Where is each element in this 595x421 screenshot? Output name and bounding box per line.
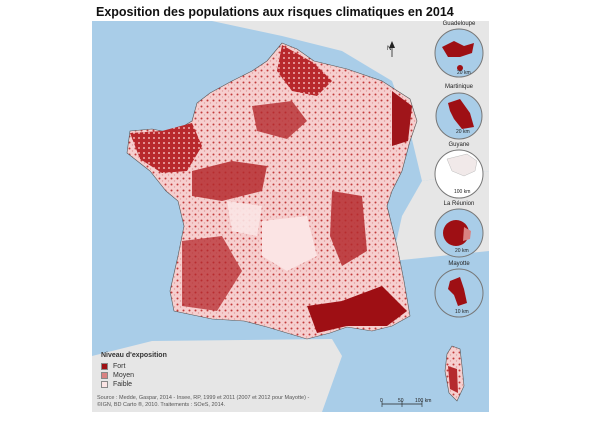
inset-guadeloupe — [434, 28, 484, 78]
legend-item-moyen: Moyen — [101, 371, 167, 380]
north-arrow-icon — [389, 41, 395, 57]
inset-label-mayotte: Mayotte — [448, 261, 470, 267]
inset-guyane — [434, 149, 484, 199]
source-note: Source : Medde, Gaspar, 2014 - Insee, RP… — [97, 395, 347, 409]
inset-label-guadeloupe: Guadeloupe — [442, 21, 476, 27]
legend-swatch-moyen — [101, 372, 108, 379]
inset-scale-martinique: 20 km — [456, 129, 470, 135]
legend-swatch-faible — [101, 381, 108, 388]
inset-label-martinique: Martinique — [444, 84, 473, 90]
legend-item-faible: Faible — [101, 380, 167, 389]
legend: Niveau d'exposition Fort Moyen Faible — [101, 352, 167, 389]
scale-tick-100: 100 km — [415, 398, 432, 404]
inset-reunion — [434, 208, 484, 258]
neighbour-land-spain — [92, 339, 342, 412]
legend-label-fort: Fort — [113, 363, 126, 370]
exposure-brittany — [130, 123, 202, 173]
legend-swatch-fort — [101, 363, 108, 370]
map-canvas — [92, 21, 489, 412]
legend-item-fort: Fort — [101, 362, 167, 371]
inset-martinique — [435, 92, 483, 140]
inset-scale-mayotte: 10 km — [455, 309, 469, 315]
map-frame — [92, 21, 489, 412]
exposure-loire — [192, 161, 267, 201]
exposure-paris — [252, 101, 307, 139]
inset-label-guyane: Guyane — [448, 142, 470, 148]
exposure-south — [307, 286, 407, 333]
legend-title: Niveau d'exposition — [101, 352, 167, 359]
inset-label-reunion: La Réunion — [443, 201, 475, 207]
scale-tick-0: 0 — [380, 398, 383, 404]
legend-label-moyen: Moyen — [113, 372, 135, 379]
scale-bar — [381, 401, 423, 407]
exposure-massif — [227, 201, 262, 236]
exposure-southwest — [182, 236, 242, 311]
corsica-fort — [448, 366, 458, 393]
inset-scale-guadeloupe: 20 km — [457, 70, 471, 76]
exposure-rhone — [330, 191, 367, 266]
legend-label-faible: Faible — [113, 381, 133, 388]
inset-scale-guyane: 100 km — [454, 189, 471, 195]
source-line-2: ©IGN, BD Carto ®, 2010. Traitements : SO… — [97, 402, 226, 408]
exposure-north — [277, 45, 332, 96]
exposure-alsace — [392, 91, 412, 146]
source-line-1: Source : Medde, Gaspar, 2014 - Insee, RP… — [97, 395, 310, 401]
map-title: Exposition des populations aux risques c… — [96, 5, 454, 19]
scale-tick-50: 50 — [398, 398, 404, 404]
exposure-centre-faible — [262, 216, 317, 271]
inset-mayotte — [434, 268, 484, 318]
inset-scale-reunion: 20 km — [455, 248, 469, 254]
neighbour-land — [212, 21, 489, 181]
north-label: N — [387, 46, 392, 52]
